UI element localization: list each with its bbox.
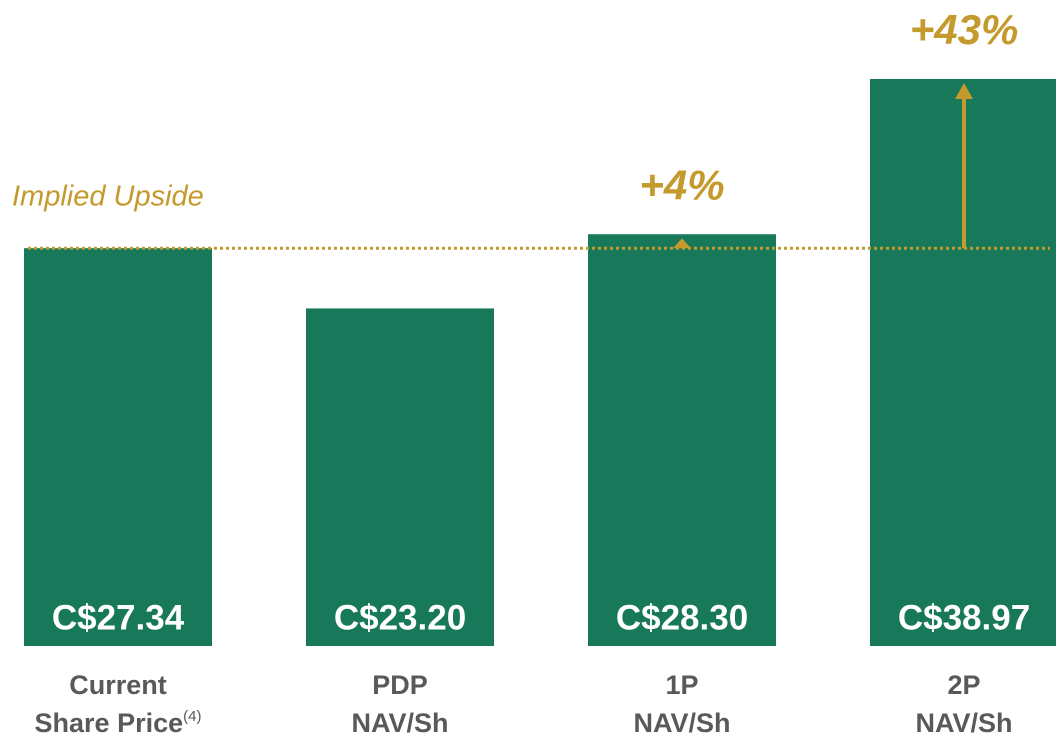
reference-label: Implied Upside [12,181,204,213]
footnote-mark: (4) [183,708,201,725]
x-tick-label: 1P [665,670,698,700]
value-label: C$27.34 [52,598,185,637]
x-tick-label-line: 1P [665,670,698,700]
x-tick-label-line: NAV/Sh [915,708,1012,737]
upside-arrow-head [955,82,973,99]
x-tick-label: NAV/Sh [351,708,448,737]
x-tick-label-line: PDP [372,670,428,700]
x-tick-label-line: 2P [947,670,980,700]
upside-label: +4% [639,161,724,208]
bar [588,234,776,647]
x-tick-label-line: NAV/Sh [633,708,730,737]
value-label: C$28.30 [616,598,748,637]
bar [24,248,212,646]
x-tick-label: Current [69,670,167,700]
x-tick-label: 2P [947,670,980,700]
x-tick-label: NAV/Sh [915,708,1012,737]
x-tick-label-line: Share Price [35,708,184,737]
x-tick-label: PDP [372,670,428,700]
value-label: C$23.20 [334,598,466,637]
x-tick-label: Share Price(4) [35,708,202,737]
upside-label: +43% [910,6,1019,53]
x-tick-label-line: NAV/Sh [351,708,448,737]
bar [306,308,494,646]
x-tick-label: NAV/Sh [633,708,730,737]
upside-arrow-head [673,238,691,249]
x-tick-label-line: Current [69,670,167,700]
value-label: C$38.97 [898,598,1030,637]
